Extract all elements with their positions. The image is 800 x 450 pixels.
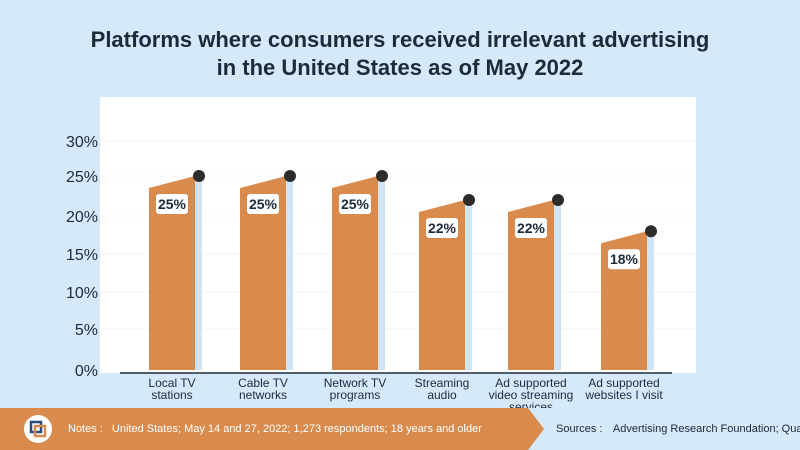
bar-shadow bbox=[378, 176, 385, 370]
data-label-box bbox=[515, 218, 547, 238]
sources-text: Advertising Research Foundation; Qualtri… bbox=[612, 423, 800, 435]
y-tick-label: 5% bbox=[75, 322, 98, 339]
notes: Notes : United States; May 14 and 27, 20… bbox=[68, 408, 482, 450]
x-tick-label: programs bbox=[330, 388, 381, 402]
chart-title: Platforms where consumers received irrel… bbox=[0, 26, 800, 82]
footer: Notes : United States; May 14 and 27, 20… bbox=[0, 408, 800, 450]
x-tick-label: Cable TV bbox=[238, 376, 288, 390]
x-tick-label: websites I visit bbox=[584, 388, 663, 402]
sources: Sources : Advertising Research Foundatio… bbox=[556, 408, 800, 450]
data-label: 18% bbox=[610, 251, 639, 267]
data-label-box bbox=[608, 249, 640, 270]
bar bbox=[508, 200, 554, 370]
bar-top-dot bbox=[193, 170, 205, 182]
data-label: 25% bbox=[158, 196, 187, 212]
bar-shadow bbox=[286, 176, 293, 370]
y-tick-label: 25% bbox=[66, 169, 98, 186]
data-label-box bbox=[426, 218, 458, 238]
bar-top-dot bbox=[463, 194, 475, 206]
y-tick-label: 0% bbox=[75, 363, 98, 380]
x-tick-label: Network TV bbox=[324, 376, 386, 390]
bar bbox=[332, 176, 378, 370]
bar bbox=[419, 200, 465, 370]
notes-bar-tip bbox=[528, 408, 544, 450]
bar bbox=[149, 176, 195, 370]
notes-text: United States; May 14 and 27, 2022; 1,27… bbox=[111, 423, 482, 435]
bar-top-dot bbox=[645, 225, 657, 238]
x-tick-label: Streaming bbox=[415, 376, 470, 390]
x-tick-label: video streaming bbox=[489, 388, 574, 402]
y-tick-label: 30% bbox=[66, 134, 98, 151]
bar bbox=[240, 176, 286, 370]
x-tick-label: Local TV bbox=[148, 376, 195, 390]
chart-title-line-1: Platforms where consumers received irrel… bbox=[90, 27, 710, 52]
notes-label: Notes : bbox=[68, 423, 103, 435]
bar-shadow bbox=[647, 231, 654, 370]
data-label: 22% bbox=[517, 220, 546, 236]
data-label-box bbox=[156, 194, 188, 214]
bar-shadow bbox=[195, 176, 202, 370]
data-label-box bbox=[247, 194, 279, 214]
data-label: 25% bbox=[249, 196, 278, 212]
x-tick-label: stations bbox=[151, 388, 192, 402]
x-tick-label: services bbox=[509, 400, 553, 408]
x-tick-label: Ad supported bbox=[495, 376, 566, 390]
sources-label: Sources : bbox=[556, 423, 603, 435]
x-tick-label: audio bbox=[427, 388, 457, 402]
bar-shadow bbox=[465, 200, 472, 370]
bar-top-dot bbox=[376, 170, 388, 182]
bar-top-dot bbox=[284, 170, 296, 182]
y-tick-label: 10% bbox=[66, 285, 98, 302]
notes-bar: Notes : United States; May 14 and 27, 20… bbox=[0, 408, 528, 450]
x-tick-label: networks bbox=[239, 388, 287, 402]
x-tick-label: Ad supported bbox=[588, 376, 659, 390]
chart-title-line-2: in the United States as of May 2022 bbox=[216, 55, 584, 80]
data-label: 22% bbox=[428, 220, 457, 236]
brand-logo-icon bbox=[24, 415, 52, 443]
data-label-box bbox=[339, 194, 371, 214]
data-label: 25% bbox=[341, 196, 370, 212]
bar-top-dot bbox=[552, 194, 564, 206]
bar-shadow bbox=[554, 200, 561, 370]
y-tick-label: 15% bbox=[66, 247, 98, 264]
y-tick-label: 20% bbox=[66, 209, 98, 226]
